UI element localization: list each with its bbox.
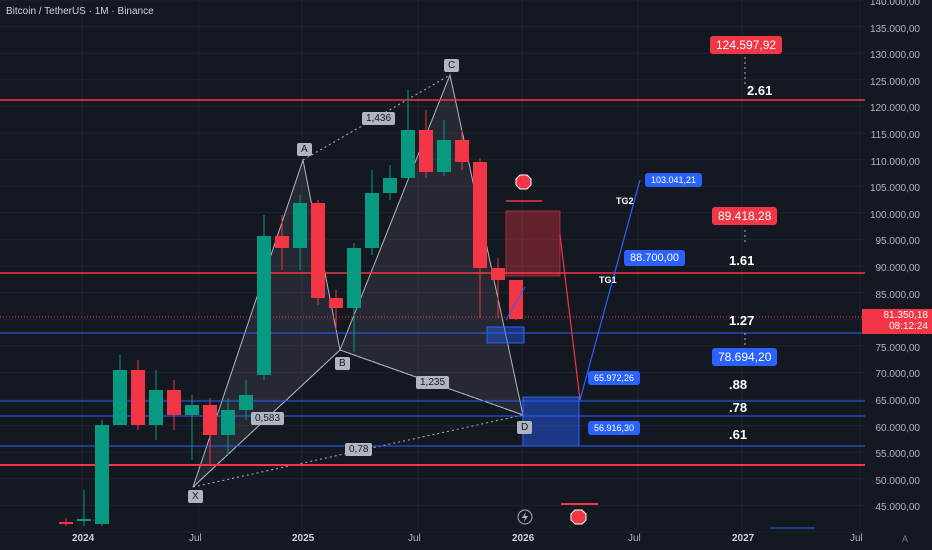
point-b-label: B: [335, 357, 350, 370]
candle-body: [95, 425, 109, 524]
date-axis-tick: 2024: [72, 533, 95, 544]
candle-body: [419, 130, 433, 172]
candle-body: [275, 236, 289, 248]
date-axis-tick: 2025: [292, 533, 315, 544]
date-axis-tick: Jul: [189, 533, 202, 544]
candle-body: [221, 410, 235, 435]
price-axis-tick: 90.000,00: [875, 263, 921, 274]
candle-body: [455, 140, 469, 162]
price-axis-tick: 120.000,00: [869, 103, 920, 115]
price-axis-tick: 115.000,00: [870, 130, 920, 141]
price-axis-tick: 140.000,00: [869, 0, 920, 8]
tradingview-logo[interactable]: A: [901, 534, 908, 544]
price-axis-tick: 85.000,00: [875, 289, 921, 301]
fib-127-label: 1.27: [729, 313, 755, 328]
price-axis-tick: 70.000,00: [875, 369, 921, 381]
lightning-icon[interactable]: [517, 509, 533, 525]
chart-title: Bitcoin / TetherUS · 1M · Binance: [6, 6, 154, 17]
candle-body: [59, 522, 73, 524]
candle-body: [329, 298, 343, 308]
projection-blue-line: [579, 179, 641, 401]
lightning-glyph-icon: [522, 512, 528, 522]
candle-body: [365, 193, 379, 248]
current-price-tag: 81.350,18: [862, 309, 932, 323]
candle-body: [131, 370, 145, 425]
point-c-label: C: [444, 59, 460, 72]
ratio-abc-label: 1,436: [362, 112, 396, 125]
price-axis-tick: 125.000,00: [869, 76, 920, 88]
point-d-label: D: [517, 421, 533, 434]
arrow-to-tg: [505, 286, 526, 321]
fib-161-label: 1.61: [729, 253, 755, 268]
price-axis-tick: 45.000,00: [875, 502, 921, 514]
price-axis-tick: 65.000,00: [875, 396, 921, 407]
date-axis-tick: Jul: [850, 533, 863, 544]
candle-body: [473, 162, 487, 268]
candle-body: [293, 203, 307, 248]
date-axis-tick: 2026: [512, 533, 535, 544]
point-a-label: A: [297, 143, 312, 156]
price-label-89k: 89.418,28: [712, 207, 778, 225]
date-axis-tick: Jul: [628, 533, 641, 544]
date-axis-tick: 2027: [732, 533, 755, 544]
tg2-label: TG2: [616, 196, 634, 206]
stop-octagon-icon-bottom[interactable]: [570, 509, 587, 525]
candle-body: [77, 519, 91, 521]
projection-red-line: [559, 234, 581, 401]
ac-dotted-line: [302, 74, 451, 161]
candle-body: [347, 248, 361, 308]
candle-body: [311, 203, 325, 298]
candles: [59, 90, 523, 526]
date-axis-tick: Jul: [408, 533, 421, 544]
price-axis-tick: 60.000,00: [875, 422, 921, 434]
price-axis-tick: 75.000,00: [875, 342, 921, 354]
red-zone: [505, 210, 561, 277]
ratio-xab-label: 0,583: [251, 412, 285, 425]
price-label-88k: 88.700,00: [624, 250, 685, 266]
fib-78-label: .78: [729, 400, 748, 415]
price-label-103k: 103.041,21: [645, 173, 703, 187]
blue-zone-small: [486, 326, 525, 344]
price-axis-tick: 135.000,00: [869, 23, 920, 35]
price-axis-tick: 50.000,00: [875, 475, 921, 487]
candle-body: [401, 130, 415, 178]
candle-body: [509, 280, 523, 319]
point-x-label: X: [188, 490, 203, 503]
price-label-124k: 124.597,92: [710, 36, 783, 54]
tg1-label: TG1: [599, 275, 617, 285]
candle-body: [113, 370, 127, 425]
price-axis-tick: 110.000,00: [870, 156, 920, 168]
fib-61-label: .61: [729, 427, 748, 442]
fib-88-label: .88: [729, 377, 748, 392]
price-label-56k: 56.916,30: [588, 421, 641, 435]
grid: [0, 0, 865, 533]
price-label-78k: 78.694,20: [712, 348, 778, 366]
price-axis-tick: 105.000,00: [869, 183, 920, 195]
candle-body: [185, 405, 199, 415]
xd-dotted-line: [192, 414, 524, 488]
countdown-tag: 08:12:24: [862, 320, 932, 334]
ratio-xad-label: 0,78: [345, 443, 373, 456]
candle-body: [149, 390, 163, 425]
stop-octagon-icon[interactable]: [515, 174, 532, 190]
candle-body: [239, 395, 253, 410]
candle-body: [167, 390, 181, 415]
candle-body: [257, 236, 271, 375]
fib-261-label: 2.61: [747, 83, 773, 98]
price-axis-tick: 130.000,00: [869, 50, 920, 62]
candle-body: [491, 268, 505, 280]
ratio-bcd-label: 1,235: [416, 376, 450, 389]
price-axis-tick: 100.000,00: [869, 209, 920, 221]
price-label-65k: 65.972,26: [588, 371, 641, 385]
price-axis-tick: 95.000,00: [875, 236, 921, 248]
candle-body: [203, 405, 217, 435]
bd-dotted-line: [339, 349, 524, 416]
candle-body: [383, 178, 397, 193]
price-axis-tick: 55.000,00: [875, 449, 921, 461]
candle-body: [437, 140, 451, 172]
